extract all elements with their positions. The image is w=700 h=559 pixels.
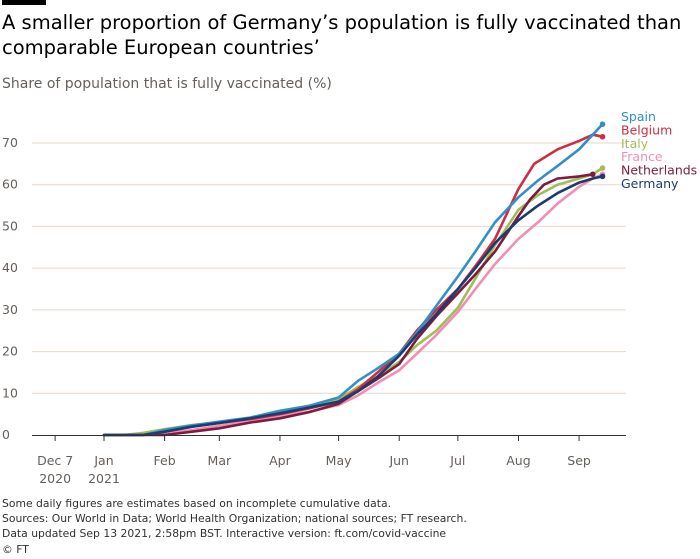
chart-title: A smaller proportion of Germany’s popula… — [2, 11, 682, 59]
legend-label-italy: Italy — [621, 136, 649, 151]
footer-sources: Sources: Our World in Data; World Health… — [2, 512, 467, 526]
y-tick-label: 70 — [2, 135, 18, 150]
footer-note: Some daily figures are estimates based o… — [2, 497, 392, 510]
series-end-dot-belgium — [599, 133, 606, 140]
x-tick-label: Jul — [449, 453, 465, 468]
legend-label-france: France — [621, 149, 663, 164]
footer-copyright: © FT — [2, 542, 29, 556]
chart-subtitle: Share of population that is fully vaccin… — [2, 76, 332, 92]
ft-top-rule — [2, 0, 46, 5]
series-end-dot-italy — [599, 165, 606, 171]
x-tick-sublabel: 2021 — [88, 471, 120, 486]
series-line-spain — [102, 122, 604, 437]
series-end-dot-netherlands — [589, 171, 596, 178]
series-end-dot-germany — [599, 173, 606, 180]
y-tick-label: 40 — [2, 260, 18, 275]
legend-label-spain: Spain — [621, 109, 656, 124]
x-tick-label: Jan — [93, 453, 113, 468]
x-tick-label: Feb — [154, 453, 176, 468]
legend-label-netherlands: Netherlands — [621, 163, 697, 178]
x-tick-sublabel: 2020 — [39, 471, 71, 486]
x-tick-label: May — [326, 453, 352, 468]
y-tick-label: 20 — [2, 344, 18, 359]
y-tick-label: 60 — [2, 177, 18, 192]
y-tick-label: 0 — [2, 427, 10, 442]
x-tick-label: Dec 7 — [37, 453, 73, 468]
x-tick-label: Sep — [567, 453, 591, 468]
y-tick-label: 10 — [2, 385, 18, 400]
legend-label-germany: Germany — [621, 176, 679, 191]
series-line-netherlands — [102, 173, 595, 437]
line-chart: 0 10 20 30 40 50 60 70 Dec 7 2020 Jan 2021 Feb Mar Apr… — [2, 109, 697, 486]
legend-label-belgium: Belgium — [621, 122, 672, 137]
y-tick-label: 30 — [2, 302, 18, 317]
y-tick-label: 50 — [2, 218, 18, 233]
x-tick-label: Aug — [506, 453, 530, 468]
end-labels: SpainBelgiumItalyFranceNetherlandsGerman… — [621, 109, 697, 191]
series-line-france — [102, 173, 604, 437]
x-tick-label: Mar — [208, 453, 232, 468]
series-lines — [102, 121, 606, 437]
series-line-germany — [102, 175, 604, 437]
x-tick-label: Apr — [269, 453, 291, 468]
footer-updated: Data updated Sep 13 2021, 2:58pm BST. In… — [2, 527, 447, 541]
gridlines — [32, 142, 626, 394]
series-end-dot-spain — [599, 121, 606, 128]
axes: 0 10 20 30 40 50 60 70 Dec 7 2020 Jan 2021 Feb Mar Apr… — [2, 135, 626, 486]
x-tick-label: Jun — [388, 453, 409, 468]
chart-footer: Some daily figures are estimates based o… — [2, 496, 467, 557]
